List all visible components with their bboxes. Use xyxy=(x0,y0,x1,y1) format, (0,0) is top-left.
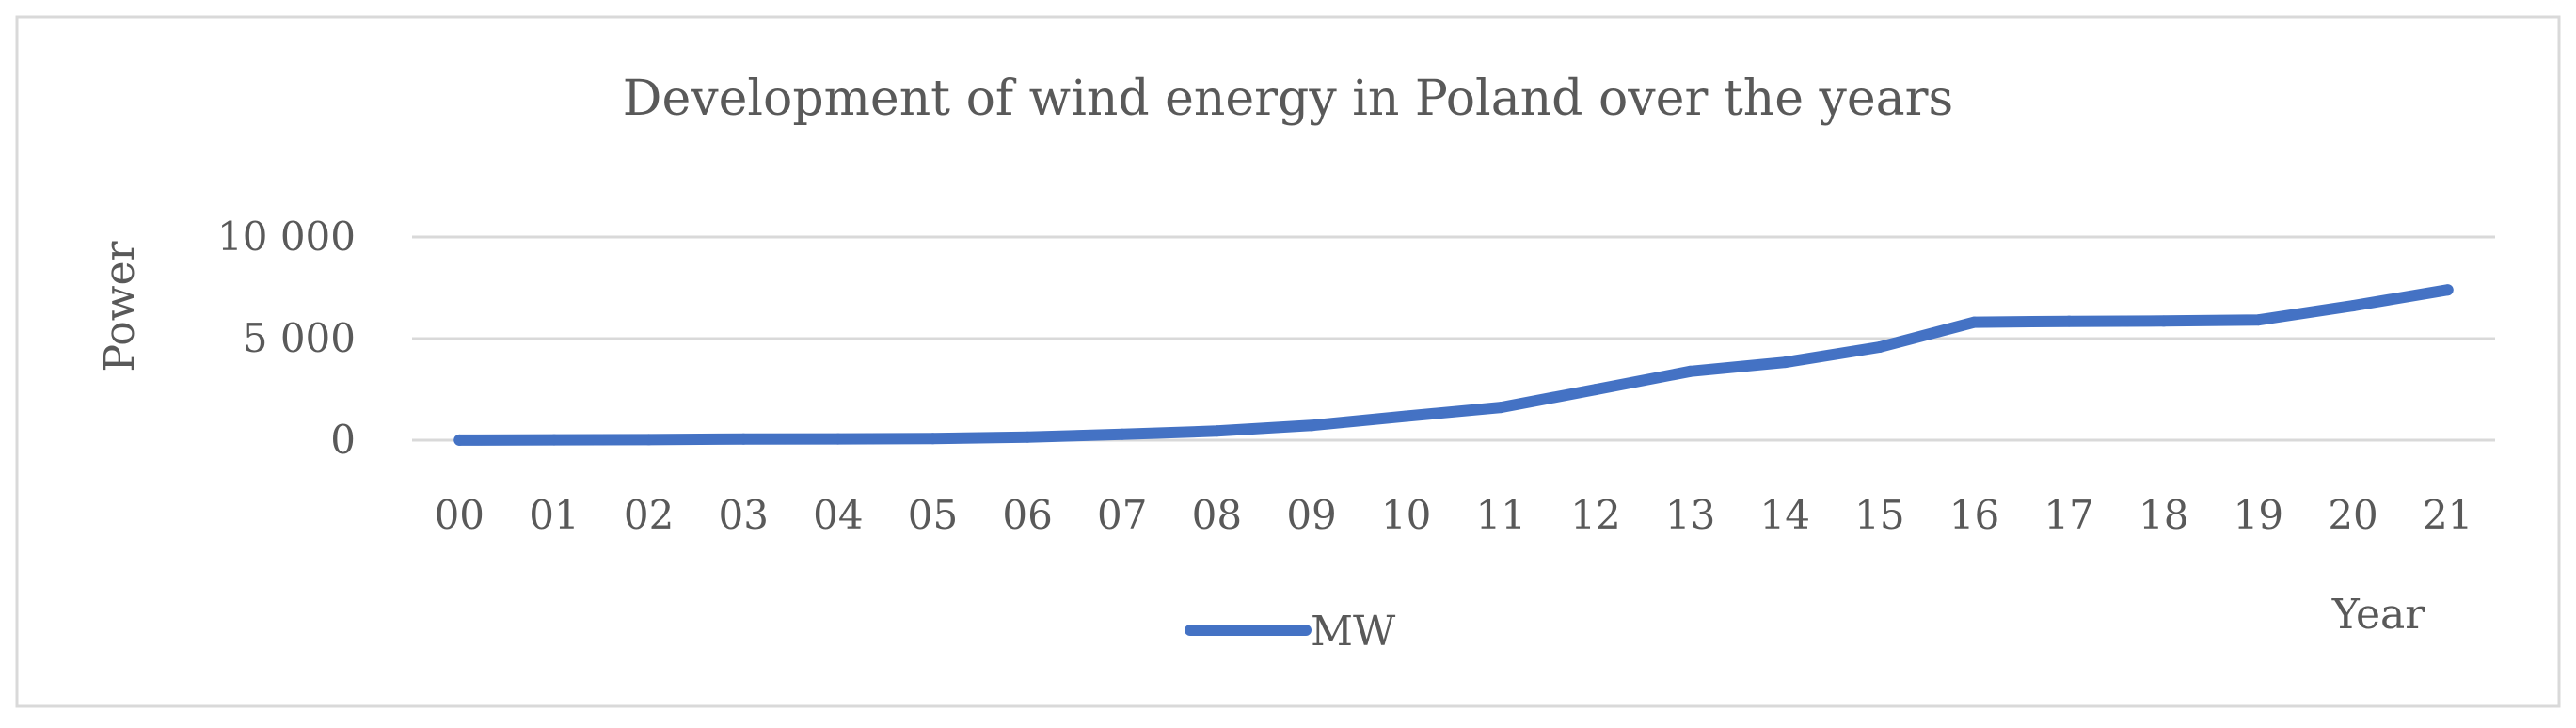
series-line-mw xyxy=(453,284,2454,446)
x-tick-label-09: 09 xyxy=(1286,492,1336,538)
data-point-15 xyxy=(1873,341,1885,354)
x-tick-label-03: 03 xyxy=(719,492,769,538)
x-tick-label-19: 19 xyxy=(2234,492,2283,538)
x-tick-label-02: 02 xyxy=(624,492,674,538)
x-tick-label-10: 10 xyxy=(1381,492,1431,538)
data-point-12 xyxy=(1589,384,1601,396)
data-point-03 xyxy=(738,433,750,445)
chart-border xyxy=(15,15,2561,708)
y-tick-labels: 0 5 000 10 000 xyxy=(217,214,356,463)
x-tick-label-04: 04 xyxy=(813,492,863,538)
x-tick-label-16: 16 xyxy=(1949,492,1999,538)
x-axis-title: Year xyxy=(2331,591,2425,639)
x-tick-label-17: 17 xyxy=(2043,492,2093,538)
data-point-09 xyxy=(1306,419,1318,432)
x-tick-label-00: 00 xyxy=(435,492,485,538)
data-point-16 xyxy=(1968,316,1980,328)
y-axis-title: Power xyxy=(96,241,144,372)
x-tick-label-13: 13 xyxy=(1665,492,1715,538)
data-point-06 xyxy=(1022,431,1034,443)
x-tick-labels: 00 01 02 03 04 05 06 07 08 09 10 11 12 13 14 15 16 17 18 19… xyxy=(435,492,2473,538)
x-tick-label-05: 05 xyxy=(908,492,958,538)
data-point-13 xyxy=(1684,365,1696,377)
x-tick-label-07: 07 xyxy=(1097,492,1147,538)
data-point-05 xyxy=(927,433,939,445)
data-point-04 xyxy=(832,433,844,445)
x-tick-label-18: 18 xyxy=(2139,492,2188,538)
data-point-02 xyxy=(643,434,655,446)
legend: MW xyxy=(1185,608,1396,656)
x-tick-label-15: 15 xyxy=(1854,492,1904,538)
x-tick-label-08: 08 xyxy=(1192,492,1242,538)
y-tick-label-0: 0 xyxy=(330,417,356,463)
x-tick-label-01: 01 xyxy=(529,492,579,538)
chart-title: Development of wind energy in Poland ove… xyxy=(623,71,1953,127)
data-point-01 xyxy=(548,434,560,446)
data-point-21 xyxy=(2441,284,2454,296)
data-point-18 xyxy=(2157,315,2170,327)
data-point-08 xyxy=(1211,425,1223,437)
x-tick-label-11: 11 xyxy=(1476,492,1526,538)
data-point-19 xyxy=(2252,314,2265,326)
y-tick-label-2: 10 000 xyxy=(217,214,356,260)
data-point-14 xyxy=(1779,356,1791,369)
legend-label-mw: MW xyxy=(1311,608,1396,656)
y-tick-label-1: 5 000 xyxy=(243,315,356,361)
data-point-07 xyxy=(1116,428,1128,440)
data-point-00 xyxy=(453,434,466,446)
x-tick-label-06: 06 xyxy=(1002,492,1052,538)
x-tick-label-21: 21 xyxy=(2423,492,2473,538)
data-point-17 xyxy=(2063,315,2075,327)
x-tick-label-20: 20 xyxy=(2328,492,2377,538)
data-point-10 xyxy=(1400,410,1412,422)
x-tick-label-14: 14 xyxy=(1760,492,1810,538)
series-lines xyxy=(453,284,2454,446)
data-point-11 xyxy=(1495,402,1507,414)
x-tick-label-12: 12 xyxy=(1570,492,1620,538)
data-point-20 xyxy=(2347,300,2360,312)
